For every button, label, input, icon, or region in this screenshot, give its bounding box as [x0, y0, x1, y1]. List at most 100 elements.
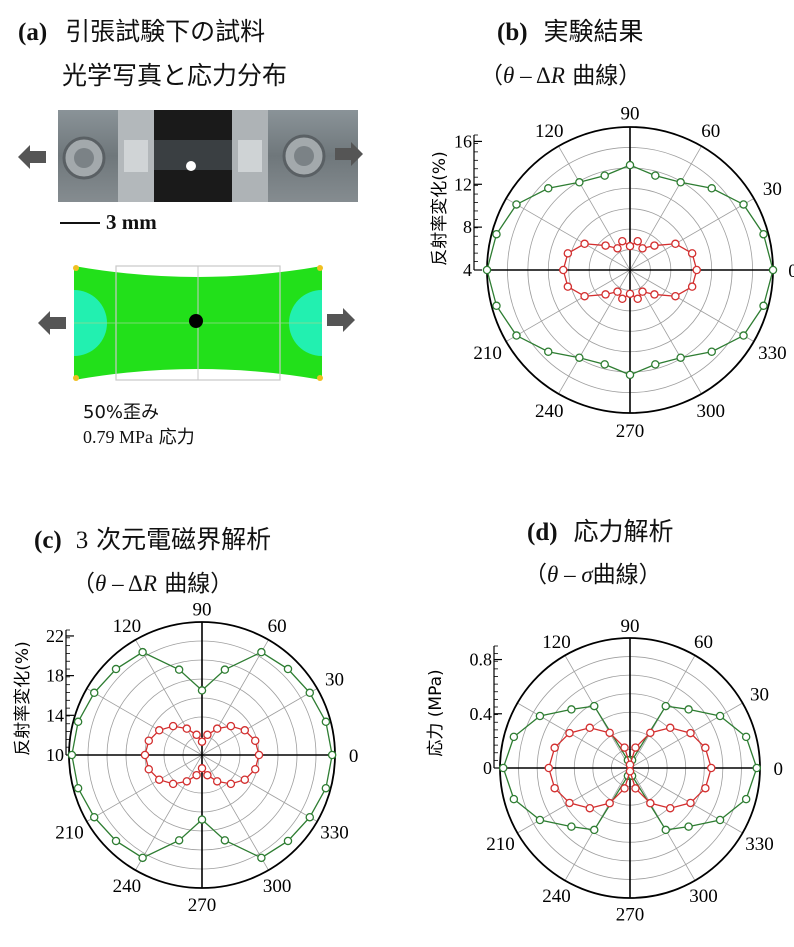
grid-spoke: [505, 198, 631, 271]
panel-c-title: (c) 3 次元電磁界解析: [34, 525, 272, 554]
data-point: [676, 178, 685, 187]
data-point: [73, 783, 83, 793]
data-point: [67, 750, 77, 760]
data-point: [565, 798, 574, 808]
panel-a-title: (a) 引張試験下の試料: [18, 12, 265, 48]
radial-tick-label: 4: [463, 260, 472, 280]
data-point: [600, 360, 609, 369]
data-point: [559, 265, 568, 275]
data-point: [140, 750, 150, 760]
radial-tick-label: 14: [46, 705, 64, 725]
data-point: [220, 836, 230, 845]
data-point: [305, 688, 315, 698]
data-point: [168, 779, 178, 789]
panel-b-label: (b): [497, 19, 528, 46]
data-point: [492, 229, 501, 239]
data-point: [676, 353, 685, 362]
panel-c-subtitle: （θ – ΔR 曲線）: [72, 571, 234, 597]
grid-spoke: [629, 767, 743, 834]
data-point: [692, 265, 701, 275]
data-point: [739, 331, 748, 340]
data-point: [73, 717, 83, 727]
chart-c: 0 30 60 90 120 210 240 270 300 330 10 14 18 22 反射率変化(%…: [13, 600, 358, 916]
specimen-photo: [58, 110, 358, 202]
data-point: [585, 723, 595, 733]
left-arrow-icon: [38, 311, 66, 335]
data-point: [250, 736, 260, 745]
radial-axis-title: 反射率変化(%): [430, 151, 450, 265]
data-point: [544, 347, 553, 356]
chart-d: 0 30 60 90 120 210 240 270 300 330 0 0.4 0.8 応力 (MPa): [426, 616, 783, 926]
data-point: [650, 290, 659, 299]
data-point: [580, 291, 589, 301]
data-point: [625, 241, 635, 251]
data-point: [620, 784, 629, 793]
data-point: [226, 721, 236, 731]
data-point: [567, 705, 576, 714]
data-point: [550, 783, 559, 793]
data-point: [625, 289, 635, 299]
grid-spoke: [629, 198, 755, 271]
data-point: [715, 815, 725, 825]
data-point: [250, 765, 260, 774]
grid-spoke: [629, 702, 743, 769]
data-point: [625, 767, 635, 776]
data-point: [327, 750, 337, 760]
radial-tick-label: 16: [454, 131, 472, 151]
stress-label: 0.79 MPa 応力: [83, 423, 195, 449]
data-point: [739, 200, 748, 209]
data-point: [650, 241, 659, 250]
angle-tick-label: 300: [689, 886, 718, 907]
data-point: [575, 178, 584, 187]
angle-tick-label: 120: [542, 632, 571, 653]
radial-tick-label: 0.4: [470, 704, 493, 724]
grid-spoke: [201, 754, 269, 871]
data-point: [567, 822, 576, 831]
data-point: [512, 331, 521, 340]
data-point: [605, 728, 614, 738]
data-point: [687, 249, 697, 258]
data-point: [482, 265, 492, 275]
panel-d-subtitle: （θ – σ曲線）: [524, 562, 662, 588]
data-point: [613, 244, 622, 253]
data-point: [257, 647, 266, 657]
data-point: [752, 763, 762, 773]
left-arrow-icon: [18, 145, 46, 169]
data-point: [197, 686, 207, 695]
right-arrow-icon: [335, 142, 363, 166]
data-point: [174, 836, 184, 845]
panel-a-title-text: 引張試験下の試料: [65, 17, 266, 46]
data-point: [512, 200, 521, 209]
data-point: [89, 688, 99, 698]
radial-tick-label: 8: [463, 217, 472, 237]
angle-tick-label: 240: [535, 401, 564, 422]
data-point: [203, 770, 212, 780]
grid-spoke: [629, 269, 755, 342]
radial-tick-label: 12: [454, 174, 472, 194]
angle-tick-label: 330: [320, 822, 349, 843]
data-point: [701, 743, 710, 753]
grid-spoke: [201, 639, 269, 756]
panel-a-label: (a): [18, 19, 48, 46]
data-point: [192, 770, 201, 780]
angle-tick-label: 90: [193, 600, 212, 621]
data-point: [600, 171, 609, 180]
data-point: [661, 825, 671, 835]
data-point: [321, 717, 331, 727]
panel-d-title: (d) 応力解析: [527, 512, 674, 548]
data-point: [212, 777, 222, 786]
grid-spoke: [201, 754, 318, 822]
data-point: [535, 711, 545, 721]
angle-tick-label: 90: [621, 104, 640, 125]
panel-d-label: (d): [527, 519, 558, 546]
data-point: [684, 822, 693, 831]
data-point: [661, 701, 671, 711]
data-point: [580, 239, 589, 249]
data-point: [535, 815, 545, 825]
data-point: [563, 249, 573, 258]
data-point: [197, 815, 207, 824]
data-point: [701, 783, 710, 793]
data-point: [768, 265, 778, 275]
data-point: [741, 732, 751, 742]
